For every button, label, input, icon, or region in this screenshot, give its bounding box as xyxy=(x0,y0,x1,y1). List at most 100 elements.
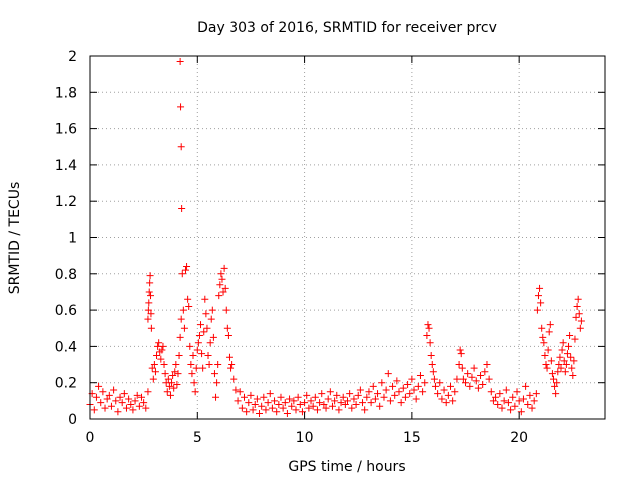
data-point xyxy=(101,404,109,412)
data-point xyxy=(359,399,367,407)
data-point xyxy=(303,391,311,399)
data-point xyxy=(391,391,399,399)
y-tick-label: 0.6 xyxy=(55,303,77,319)
data-point xyxy=(116,393,124,401)
data-point xyxy=(536,284,544,292)
data-point xyxy=(194,339,202,347)
data-point xyxy=(558,346,566,354)
data-point xyxy=(210,370,218,378)
data-point xyxy=(275,400,283,408)
data-point xyxy=(556,353,564,361)
y-tick-label: 1 xyxy=(68,231,77,247)
data-point xyxy=(241,393,248,401)
data-point xyxy=(179,306,187,314)
data-point xyxy=(224,332,232,340)
data-point xyxy=(190,379,198,387)
data-point xyxy=(487,388,495,396)
data-point xyxy=(534,292,542,300)
data-point xyxy=(266,390,274,398)
data-point xyxy=(205,361,213,369)
data-point xyxy=(146,279,154,287)
data-point xyxy=(155,339,163,347)
data-point xyxy=(251,400,259,408)
data-point xyxy=(328,402,336,410)
data-point xyxy=(222,306,230,314)
data-point xyxy=(258,402,266,410)
data-point xyxy=(571,335,579,343)
x-tick-label: 15 xyxy=(403,430,421,446)
data-point xyxy=(247,391,255,399)
data-point xyxy=(367,399,375,407)
data-point xyxy=(171,368,179,376)
data-point xyxy=(165,382,173,390)
data-point xyxy=(565,342,573,350)
data-point xyxy=(112,397,120,405)
data-point xyxy=(200,328,208,336)
data-point xyxy=(485,375,493,383)
data-point xyxy=(339,393,347,401)
y-tick-label: 0.8 xyxy=(55,267,77,283)
data-point xyxy=(188,370,196,378)
data-point xyxy=(103,395,111,403)
data-point xyxy=(555,361,563,369)
data-point xyxy=(350,395,358,403)
data-point xyxy=(170,384,178,392)
data-point xyxy=(337,399,345,407)
data-point xyxy=(320,400,328,408)
data-point xyxy=(168,379,176,387)
data-point xyxy=(326,388,334,396)
data-point xyxy=(290,397,298,405)
data-point xyxy=(568,364,576,372)
data-point xyxy=(195,332,203,340)
data-point xyxy=(543,364,551,372)
y-tick-label: 1.4 xyxy=(55,158,77,174)
data-point xyxy=(160,361,168,369)
data-point xyxy=(148,364,156,372)
data-point xyxy=(110,386,118,394)
data-point xyxy=(178,204,186,212)
data-point xyxy=(138,393,145,401)
data-point xyxy=(374,390,382,398)
data-point xyxy=(164,375,172,383)
data-point xyxy=(462,379,470,387)
data-point xyxy=(105,391,113,399)
data-point xyxy=(539,333,547,341)
data-point xyxy=(260,393,268,401)
data-point xyxy=(365,388,373,396)
y-tick-label: 1.6 xyxy=(55,122,77,138)
data-point xyxy=(575,310,583,318)
data-point xyxy=(225,353,233,361)
data-point xyxy=(352,400,360,408)
data-point xyxy=(498,404,506,412)
data-point xyxy=(107,402,115,410)
data-point xyxy=(421,379,429,387)
data-point xyxy=(145,288,153,296)
data-point xyxy=(191,388,199,396)
data-point xyxy=(444,391,452,399)
data-point xyxy=(563,350,571,358)
data-point xyxy=(455,361,463,369)
x-tick-label: 20 xyxy=(510,430,528,446)
data-point xyxy=(268,404,276,412)
data-point xyxy=(140,399,148,407)
data-point xyxy=(544,346,552,354)
data-point xyxy=(440,386,448,394)
data-point xyxy=(221,284,229,292)
data-point xyxy=(416,371,424,379)
data-point xyxy=(333,391,341,399)
data-point xyxy=(228,361,236,369)
data-point xyxy=(577,317,585,325)
x-tick-label: 0 xyxy=(86,430,95,446)
data-point xyxy=(217,270,225,278)
data-point xyxy=(135,402,143,410)
scatter-points xyxy=(86,57,585,418)
data-point xyxy=(386,397,394,405)
data-point xyxy=(147,310,155,318)
data-point xyxy=(513,388,521,396)
data-point xyxy=(399,384,407,392)
data-point xyxy=(363,393,371,401)
data-point xyxy=(426,339,434,347)
data-point xyxy=(561,368,569,376)
data-point xyxy=(185,302,193,310)
data-point xyxy=(198,350,206,358)
